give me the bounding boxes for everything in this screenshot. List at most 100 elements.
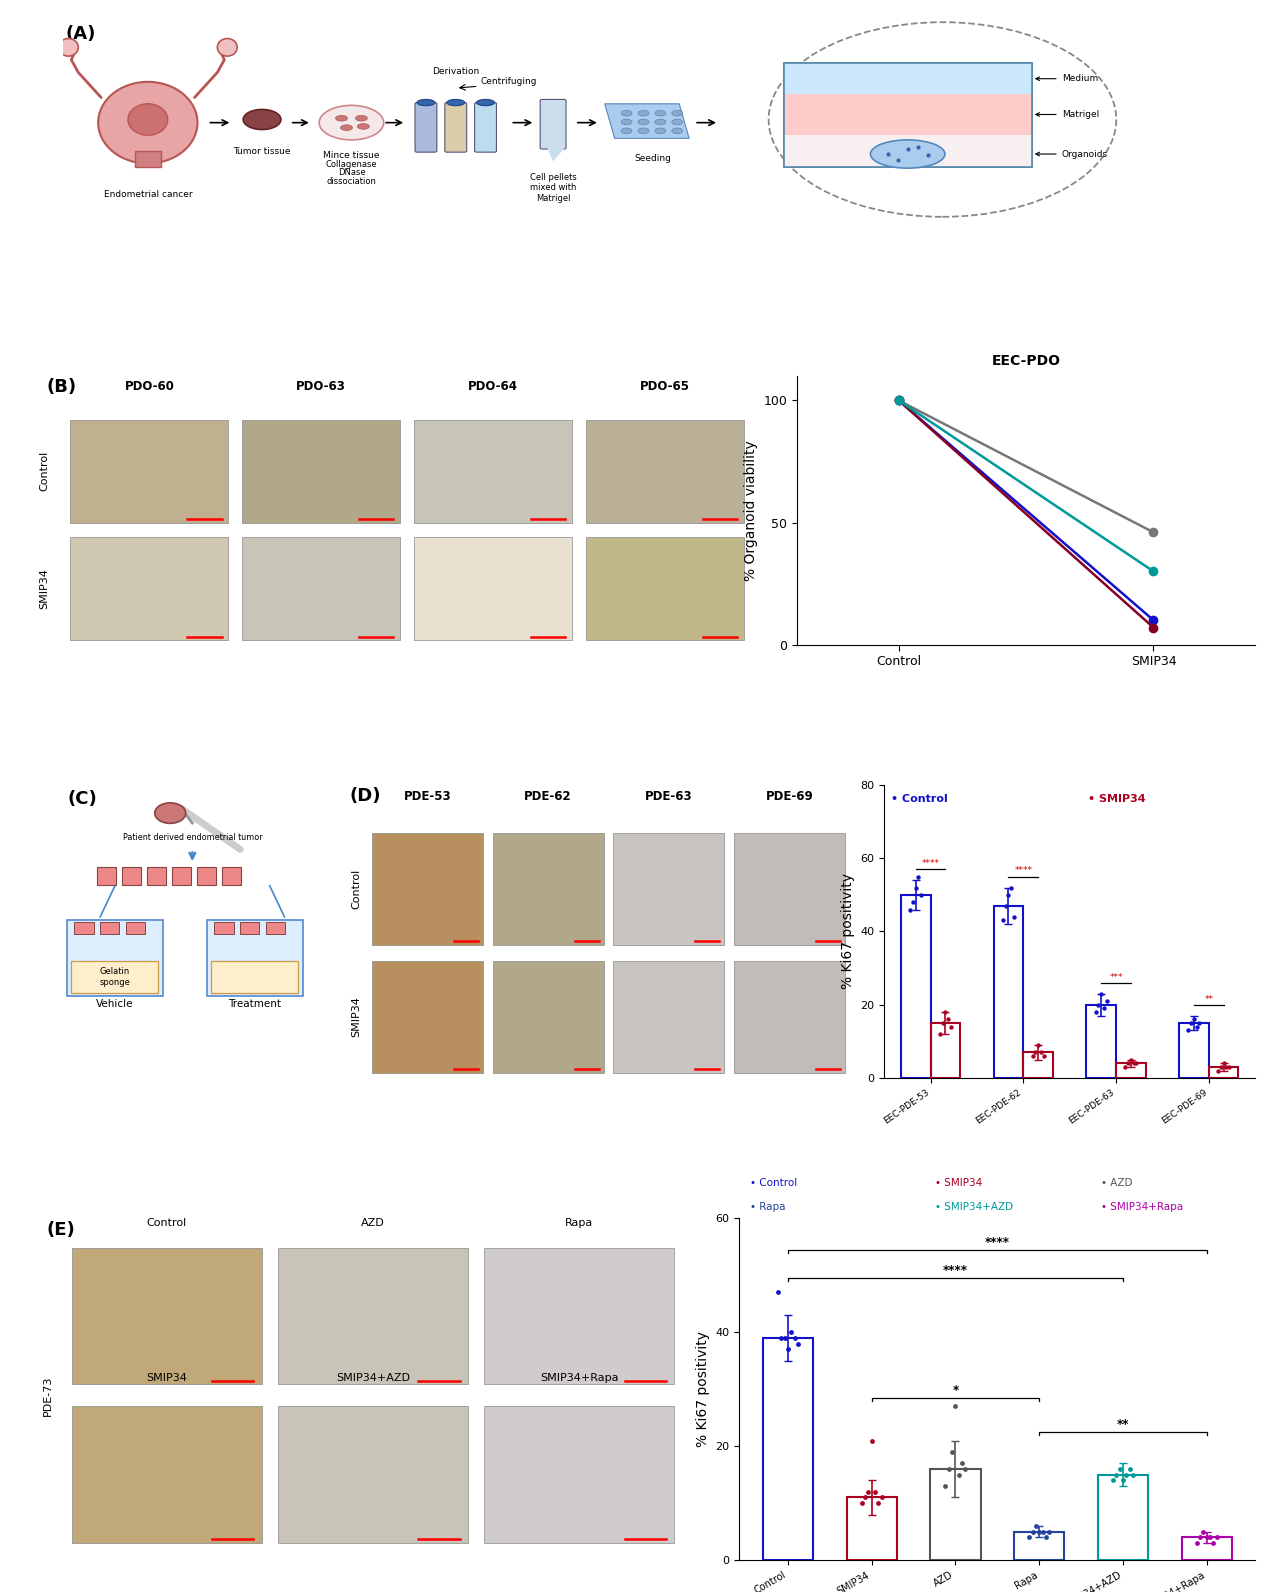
Text: SMIP34: SMIP34	[39, 568, 49, 610]
Point	[1187, 1014, 1207, 1040]
Point	[869, 1490, 889, 1516]
Text: *: *	[952, 1383, 959, 1396]
Ellipse shape	[477, 99, 495, 105]
Point	[1002, 874, 1022, 899]
Bar	[278, 1406, 468, 1543]
Point	[1213, 1051, 1234, 1076]
Text: PDE-69: PDE-69	[766, 790, 813, 804]
Y-axis label: % Ki67 positivity: % Ki67 positivity	[696, 1331, 710, 1447]
Point	[1032, 1519, 1052, 1544]
Text: PDE-63: PDE-63	[645, 790, 692, 804]
Bar	[1098, 1474, 1148, 1560]
Point	[1216, 1054, 1236, 1079]
Point	[1193, 1519, 1213, 1544]
Text: Treatment: Treatment	[228, 998, 281, 1009]
Text: PDE-53: PDE-53	[403, 790, 451, 804]
Point	[1030, 1519, 1050, 1544]
Point	[1208, 1059, 1229, 1084]
Text: Patient derived endometrial tumor: Patient derived endometrial tumor	[123, 833, 262, 842]
Point	[1189, 1525, 1210, 1551]
Point	[952, 1450, 973, 1476]
Bar	[931, 1024, 960, 1078]
Point	[1187, 1530, 1207, 1555]
Ellipse shape	[128, 103, 167, 135]
Bar	[71, 962, 157, 993]
FancyBboxPatch shape	[415, 102, 437, 153]
Text: Seeding: Seeding	[634, 154, 671, 162]
Point	[1181, 1011, 1201, 1036]
Point	[1207, 1525, 1227, 1551]
Bar	[784, 135, 1032, 167]
Bar	[1182, 1538, 1232, 1560]
Bar	[96, 868, 115, 885]
Text: Organoids: Organoids	[1036, 150, 1108, 159]
Point	[1197, 1525, 1217, 1551]
Point	[955, 1457, 975, 1482]
Point	[1113, 1468, 1134, 1493]
Text: AZD: AZD	[361, 1218, 385, 1227]
Bar	[847, 1498, 896, 1560]
Bar	[415, 537, 572, 640]
Point	[1126, 1051, 1146, 1076]
Point	[1211, 1054, 1231, 1079]
Point	[1026, 1040, 1046, 1065]
Point	[1123, 1461, 1144, 1487]
Bar	[493, 833, 604, 946]
Bar	[614, 833, 724, 946]
Bar	[122, 868, 141, 885]
Bar	[900, 895, 931, 1078]
Point	[1115, 1054, 1135, 1079]
Bar	[134, 151, 161, 167]
Bar	[70, 420, 228, 522]
Point	[1085, 1000, 1106, 1025]
Ellipse shape	[243, 110, 281, 129]
Ellipse shape	[638, 127, 649, 134]
Point	[1033, 1043, 1054, 1068]
Text: Derivation: Derivation	[432, 67, 479, 75]
Text: • SMIP34: • SMIP34	[1088, 794, 1146, 804]
Ellipse shape	[672, 127, 682, 134]
Ellipse shape	[621, 119, 631, 124]
Point	[1121, 1048, 1141, 1073]
Point	[771, 1325, 791, 1350]
Bar	[614, 962, 724, 1073]
Point	[1004, 904, 1025, 930]
Point	[1200, 1525, 1220, 1551]
Bar	[242, 420, 401, 522]
Point	[941, 1014, 961, 1040]
Text: (B): (B)	[46, 379, 76, 396]
Bar	[210, 962, 298, 993]
Ellipse shape	[58, 38, 79, 56]
Bar	[784, 64, 1032, 167]
Point	[938, 1006, 959, 1032]
Bar	[586, 537, 744, 640]
Point	[993, 907, 1013, 933]
Point	[912, 882, 932, 907]
Point	[1019, 1525, 1040, 1551]
Point	[767, 1280, 787, 1305]
Text: • SMIP34+AZD: • SMIP34+AZD	[936, 1202, 1013, 1212]
Text: Centrifuging: Centrifuging	[481, 78, 538, 86]
Point	[1219, 1054, 1239, 1079]
Y-axis label: % Ki67 positivity: % Ki67 positivity	[841, 874, 855, 990]
Text: Gelatin
sponge: Gelatin sponge	[99, 968, 131, 987]
Text: PDO-64: PDO-64	[468, 380, 519, 393]
Text: ****: ****	[985, 1235, 1009, 1248]
Point	[1038, 1519, 1059, 1544]
Bar	[994, 906, 1023, 1078]
Text: **: **	[1205, 995, 1213, 1003]
Ellipse shape	[98, 81, 198, 164]
Bar	[1208, 1067, 1239, 1078]
Point	[1028, 1032, 1049, 1057]
Bar	[734, 833, 844, 946]
FancyBboxPatch shape	[445, 102, 467, 153]
Bar	[242, 537, 401, 640]
Point	[905, 874, 926, 899]
Bar	[72, 1248, 261, 1385]
Point	[861, 1428, 881, 1453]
Point	[1106, 1461, 1126, 1487]
Text: (C): (C)	[67, 790, 96, 807]
Text: Rapa: Rapa	[566, 1218, 593, 1227]
Bar	[586, 420, 744, 522]
FancyBboxPatch shape	[474, 102, 497, 153]
